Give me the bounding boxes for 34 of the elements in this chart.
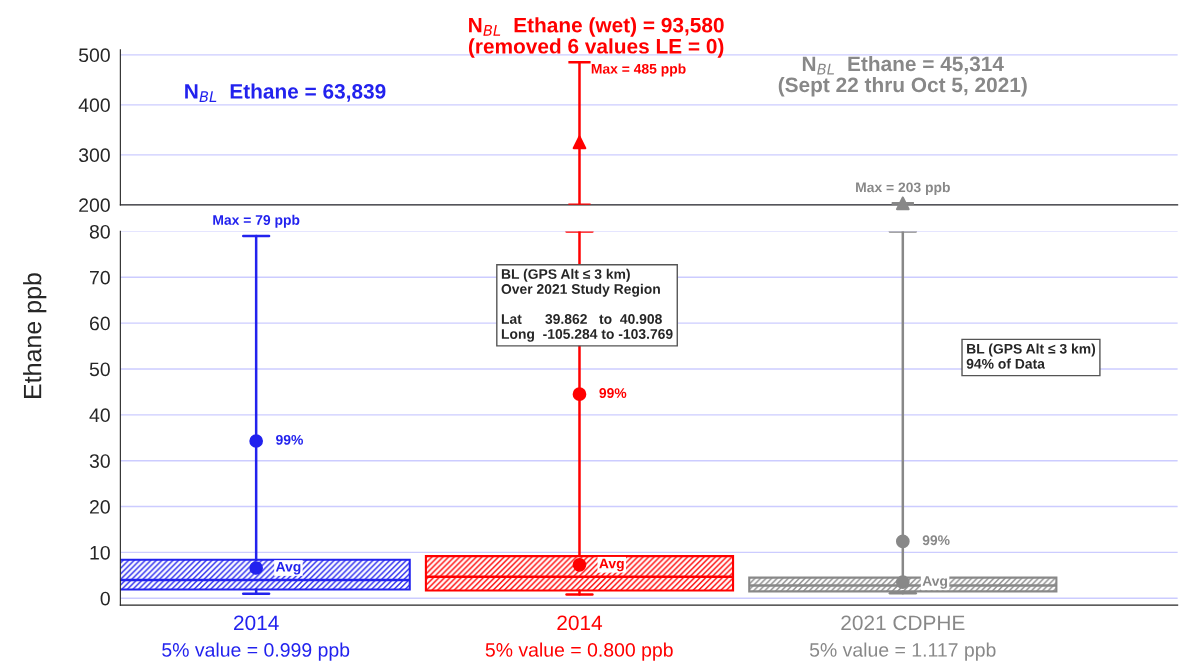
- y-axis-title: Ethane ppb: [23, 273, 47, 398]
- annotation: N$_{BL}$ Ethane = 63,839: [185, 83, 386, 102]
- y-tick-label: 60: [90, 316, 110, 331]
- text: 99%: [922, 535, 950, 546]
- y-tick-label: 10: [90, 545, 110, 560]
- series-label: 99%: [276, 434, 303, 445]
- y-tick-label: 30: [89, 454, 110, 468]
- text: BL (GPS Alt ≤ 3 km) Over 2021 Study Region Lat 39.862 to 40.908 Long -105.284 to -103.769: [501, 268, 673, 342]
- y-tick-label: 300: [78, 148, 110, 163]
- y-tick-label: 200: [79, 198, 110, 213]
- y-tick-label: 500: [78, 48, 110, 63]
- annotation: BL (GPS Alt ≤ 3 km) 94% of Data: [966, 343, 1096, 369]
- y-tick-label: 400: [78, 98, 110, 113]
- annotation: Max = 79 ppb: [213, 214, 300, 228]
- text: 5% value = 0.999 ppb: [162, 642, 350, 661]
- annotation: N$_{BL}$ Ethane = 45,314 (Sept 22 thru Oct 5, 2021): [778, 55, 1027, 97]
- y-tick-label: 40: [89, 408, 110, 423]
- text: Avg: [922, 576, 947, 589]
- series-label: Avg: [275, 561, 301, 575]
- annotation: N$_{BL}$ Ethane (wet) = 93,580 (removed 6 values LE = 0): [468, 17, 724, 58]
- text: 5% value = 0.800 ppb: [485, 642, 673, 661]
- y-tick-label: 50: [89, 362, 110, 377]
- text: 99%: [599, 388, 627, 398]
- annotation: Max = 485 ppb: [591, 63, 686, 77]
- x-tick-label: 2014: [557, 615, 603, 631]
- y-tick-label: 80: [89, 224, 110, 239]
- text: 5% value = 1.117 ppb: [809, 642, 996, 661]
- annotation: Max = 203 ppb: [856, 182, 950, 195]
- y-tick-label: 70: [90, 270, 110, 285]
- x-tick-label: 2014: [234, 615, 279, 631]
- text: Avg: [599, 558, 624, 572]
- x-tick-label: 2021 CDPHE: [841, 615, 965, 631]
- y-tick-label: 0: [100, 591, 110, 606]
- y-tick-label: 20: [89, 500, 110, 514]
